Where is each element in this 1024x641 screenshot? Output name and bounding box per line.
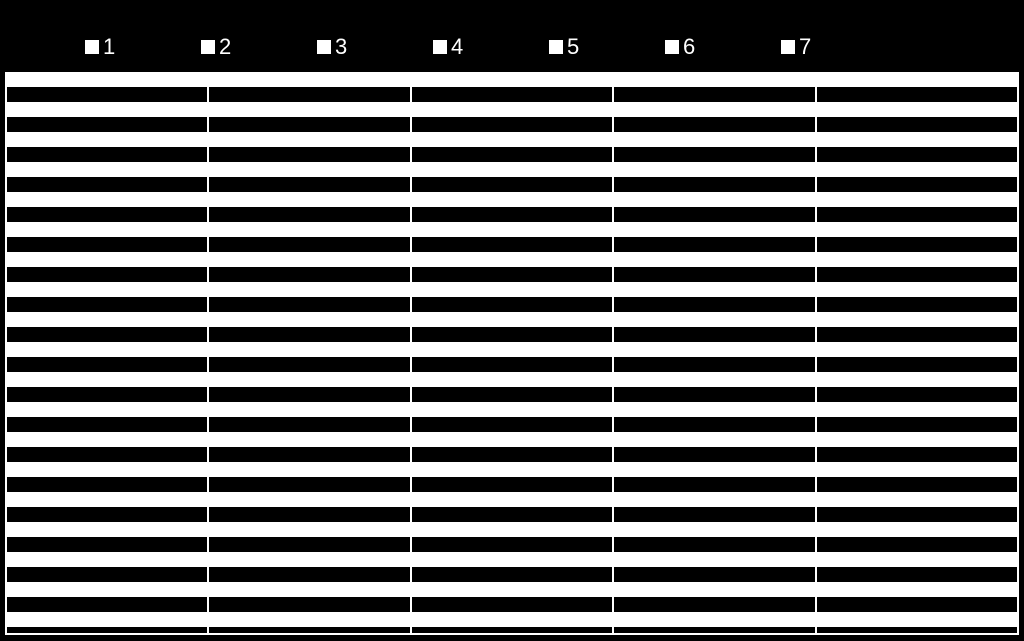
legend-label: 6 bbox=[683, 34, 695, 60]
chart-legend: 1 2 3 4 5 6 7 bbox=[85, 34, 897, 60]
legend-item: 4 bbox=[433, 34, 549, 60]
legend-marker-icon bbox=[317, 40, 331, 54]
vertical-gridline bbox=[815, 72, 817, 635]
vertical-gridline bbox=[410, 72, 412, 635]
grid-row-band bbox=[6, 132, 1018, 147]
legend-marker-icon bbox=[781, 40, 795, 54]
grid-row-band bbox=[6, 192, 1018, 207]
grid-row-band bbox=[6, 342, 1018, 357]
vertical-gridline bbox=[5, 72, 7, 635]
legend-label: 4 bbox=[451, 34, 463, 60]
legend-marker-icon bbox=[549, 40, 563, 54]
legend-label: 7 bbox=[799, 34, 811, 60]
grid-row-band bbox=[6, 72, 1018, 87]
plot-area bbox=[6, 72, 1018, 635]
vertical-gridline bbox=[207, 72, 209, 635]
legend-marker-icon bbox=[665, 40, 679, 54]
grid-row-band bbox=[6, 312, 1018, 327]
legend-item: 6 bbox=[665, 34, 781, 60]
legend-item: 3 bbox=[317, 34, 433, 60]
x-axis-line bbox=[6, 633, 1018, 635]
vertical-gridline bbox=[612, 72, 614, 635]
legend-item: 7 bbox=[781, 34, 897, 60]
legend-item: 2 bbox=[201, 34, 317, 60]
grid-row-band bbox=[6, 582, 1018, 597]
grid-row-band bbox=[6, 252, 1018, 267]
grid-row-band bbox=[6, 162, 1018, 177]
legend-label: 1 bbox=[103, 34, 115, 60]
legend-marker-icon bbox=[201, 40, 215, 54]
grid-row-band bbox=[6, 522, 1018, 537]
grid-row-band bbox=[6, 612, 1018, 627]
legend-label: 3 bbox=[335, 34, 347, 60]
grid-row-band bbox=[6, 402, 1018, 417]
grid-row-band bbox=[6, 462, 1018, 477]
grid-row-band bbox=[6, 552, 1018, 567]
legend-item: 1 bbox=[85, 34, 201, 60]
legend-label: 5 bbox=[567, 34, 579, 60]
grid-row-band bbox=[6, 222, 1018, 237]
grid-row-band bbox=[6, 492, 1018, 507]
legend-marker-icon bbox=[85, 40, 99, 54]
legend-marker-icon bbox=[433, 40, 447, 54]
chart-root: 1 2 3 4 5 6 7 bbox=[0, 0, 1024, 641]
grid-row-band bbox=[6, 282, 1018, 297]
legend-label: 2 bbox=[219, 34, 231, 60]
legend-item: 5 bbox=[549, 34, 665, 60]
grid-row-band bbox=[6, 372, 1018, 387]
grid-row-band bbox=[6, 102, 1018, 117]
vertical-gridline bbox=[1017, 72, 1019, 635]
grid-row-band bbox=[6, 432, 1018, 447]
